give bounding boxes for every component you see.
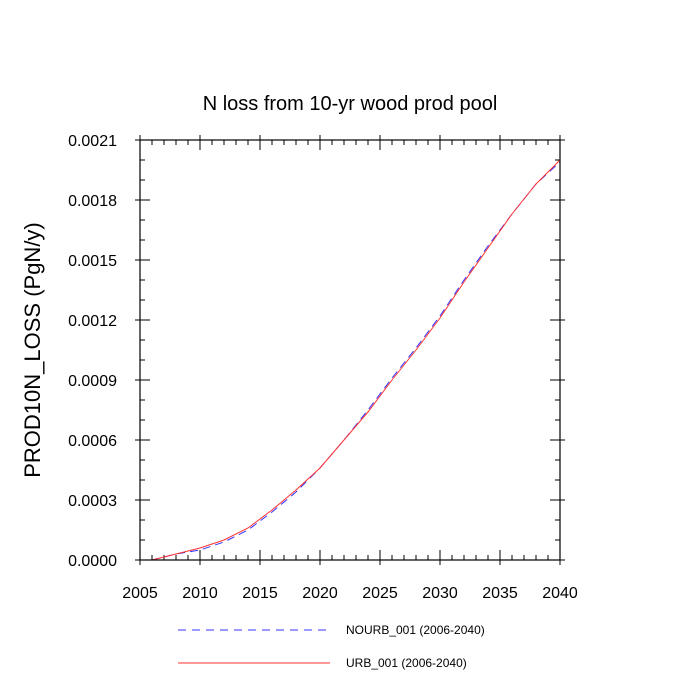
legend-label-urb: URB_001 (2006-2040)	[346, 656, 467, 670]
x-tick-label: 2005	[122, 585, 158, 602]
y-tick-labels: 0.0000 0.0003 0.0006 0.0009 0.0012 0.0015 0.00…	[68, 133, 117, 570]
y-axis-label: PROD10N_LOSS (PgN/y)	[20, 222, 45, 478]
x-tick-labels: 2005 2010 2015 2020 2025 2030 2035 2040	[122, 585, 578, 602]
x-tick-label: 2015	[242, 585, 278, 602]
x-tick-label: 2035	[482, 585, 518, 602]
legend-label-nourb: NOURB_001 (2006-2040)	[346, 623, 485, 637]
y-tick-label: 0.0009	[68, 373, 117, 390]
y-tick-label: 0.0000	[68, 553, 117, 570]
x-tick-label: 2040	[542, 585, 578, 602]
series-line-urb	[151, 159, 561, 561]
x-tick-label: 2020	[302, 585, 338, 602]
legend: NOURB_001 (2006-2040) URB_001 (2006-2040…	[178, 623, 485, 670]
series-line-nourb	[151, 161, 561, 561]
y-tick-label: 0.0015	[68, 253, 117, 270]
x-tick-label: 2010	[182, 585, 218, 602]
chart-title: N loss from 10-yr wood prod pool	[203, 93, 498, 115]
minor-ticks	[140, 140, 560, 560]
series-lines	[151, 159, 561, 561]
x-tick-label: 2025	[362, 585, 398, 602]
y-tick-label: 0.0018	[68, 193, 117, 210]
plot-frame	[139, 139, 561, 561]
y-tick-label: 0.0006	[68, 433, 117, 450]
y-tick-label: 0.0003	[68, 493, 117, 510]
y-tick-label: 0.0021	[68, 133, 117, 150]
x-tick-label: 2030	[422, 585, 458, 602]
y-tick-label: 0.0012	[68, 313, 117, 330]
major-ticks	[135, 135, 565, 565]
